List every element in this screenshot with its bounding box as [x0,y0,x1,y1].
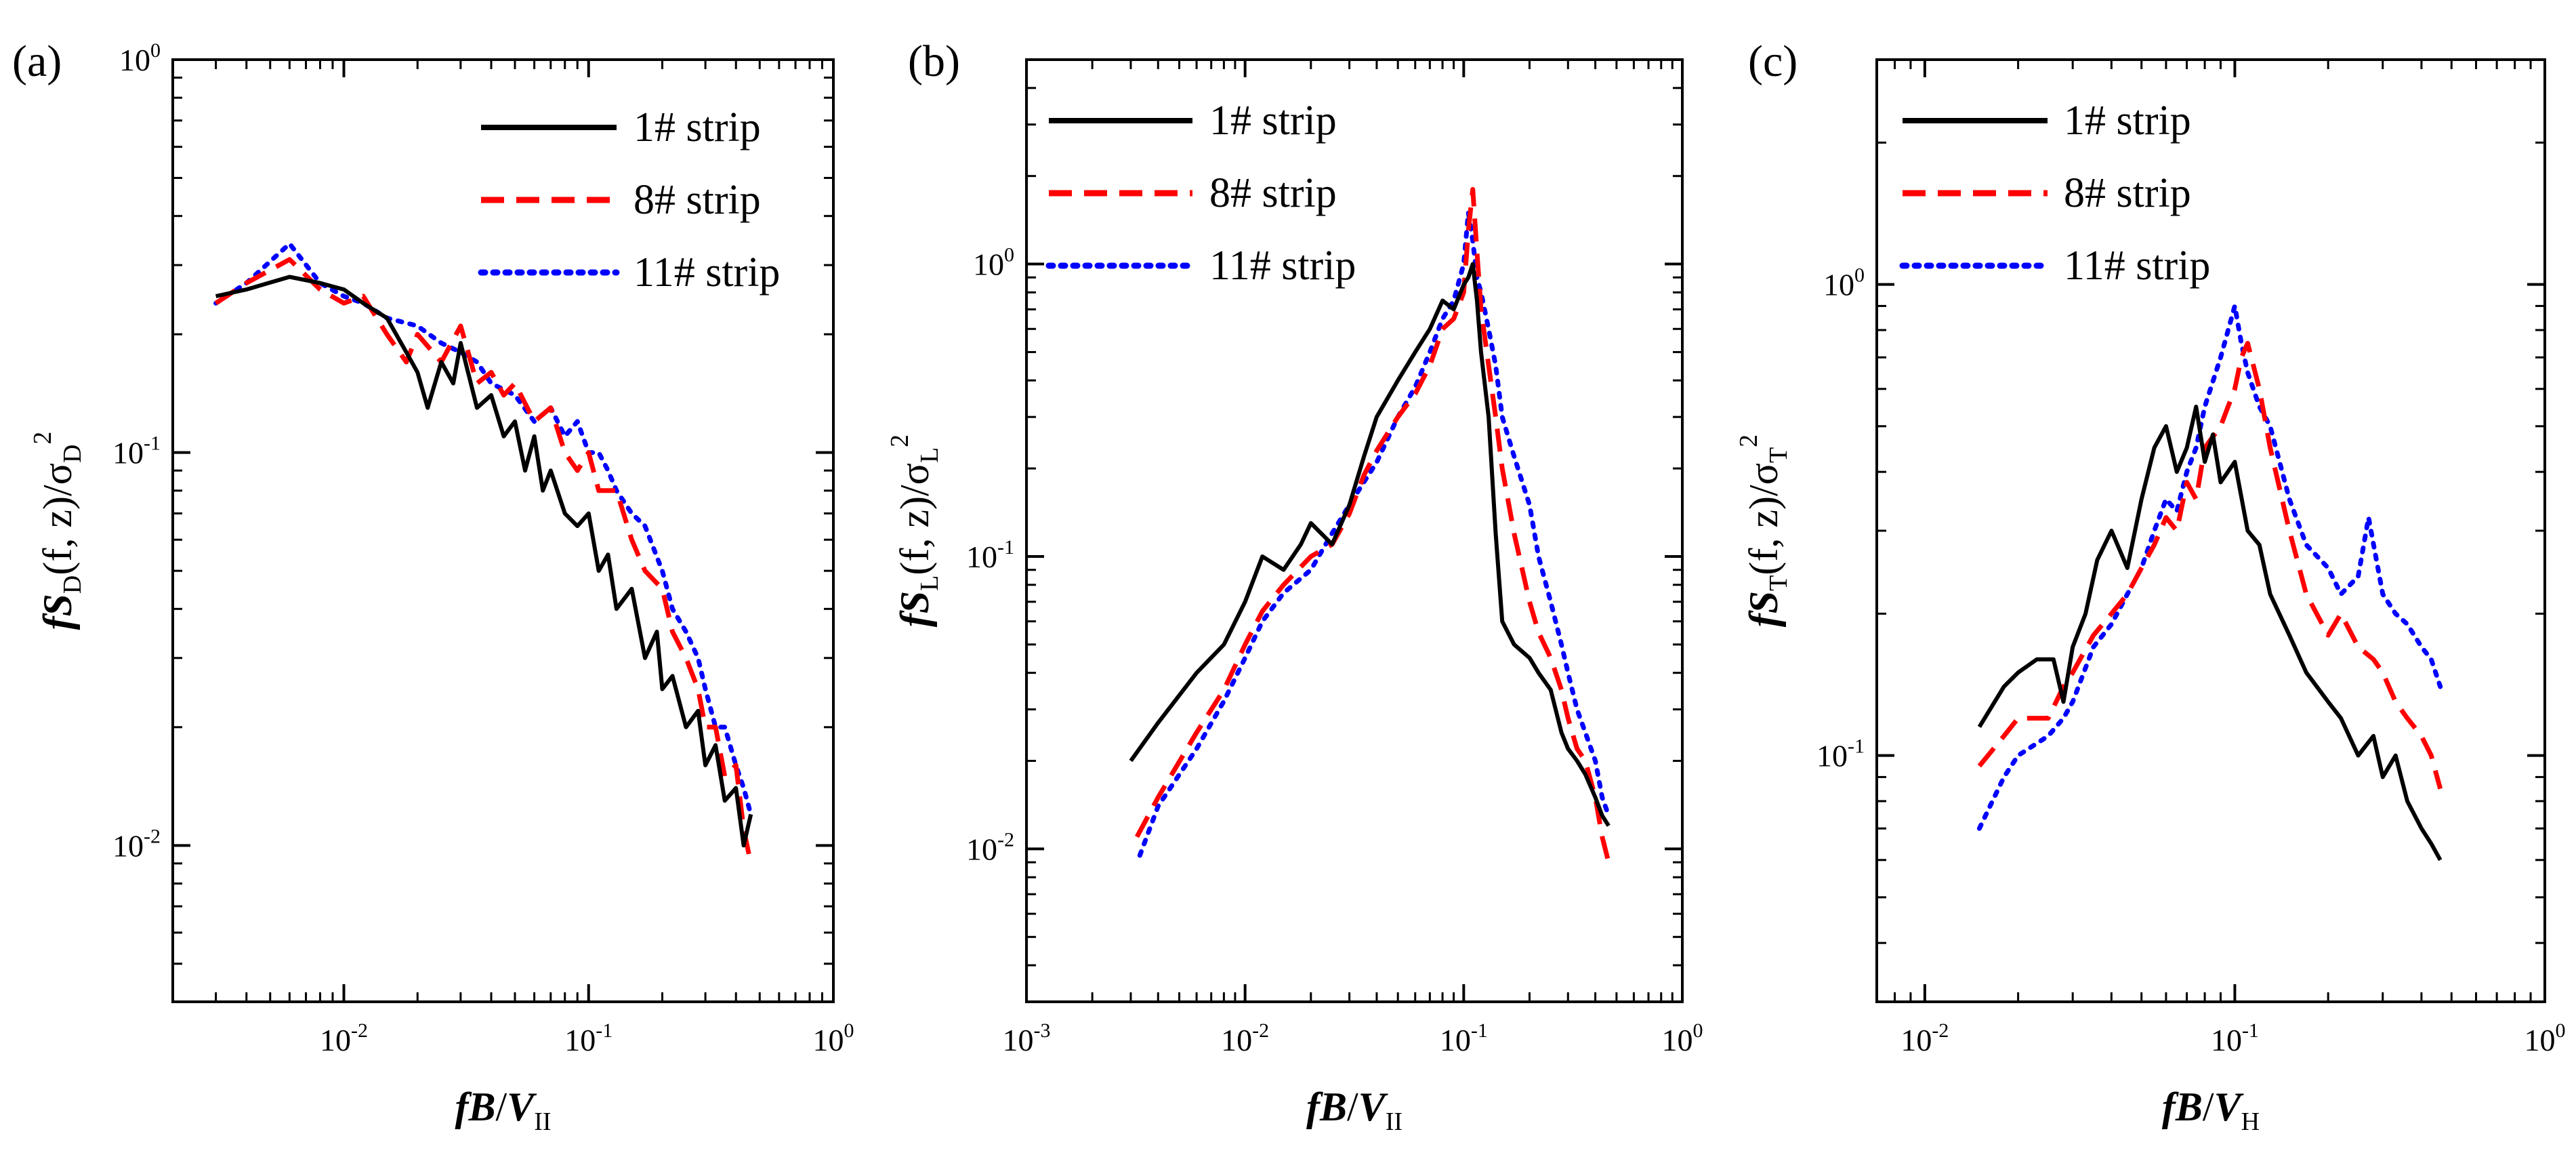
legend-label: 1# strip [1209,98,1337,144]
legend-b: 1# strip 8# strip 11# strip [1045,98,1356,289]
series-group-c [1976,303,2443,861]
plot-frame-a [171,58,835,1003]
series-group-b [1129,186,1611,864]
legend-label: 11# strip [633,249,780,296]
plot-frame-c [1875,58,2546,1003]
x-tick-label: 100 [2525,1019,2566,1057]
x-tick-label: 10-1 [564,1019,612,1057]
series-line-1-strip [1977,405,2443,861]
y-axis-label: fSD(f, z)/σD2 [28,432,87,630]
y-tick-label: 10-2 [112,825,161,863]
y-axis-label: fSL(f, z)/σL2 [886,434,944,627]
x-tick-label: 10-2 [1221,1019,1269,1057]
x-axis-label: fB/VH [2162,1084,2260,1136]
y-tick-label: 100 [973,244,1014,282]
series-group-a [213,241,753,864]
x-tick-label: 100 [1662,1019,1703,1057]
series-line-11-strip [1976,303,2443,831]
panel-label: (b) [908,37,960,86]
x-tick-label: 10-3 [1003,1019,1051,1057]
x-tick-label: 100 [813,1019,854,1057]
panel-label: (c) [1748,37,1798,86]
x-tick-label: 10-1 [1440,1019,1488,1057]
series-line-1-strip [1129,262,1611,827]
series-line-8-strip [1134,186,1611,864]
minor-ticks-c [1877,60,2545,1002]
series-line-1-strip [215,275,753,848]
y-tick-label: 10-1 [112,432,161,470]
legend-label: 11# strip [2064,243,2210,289]
y-tick-label: 10-1 [1816,735,1865,773]
series-line-11-strip [213,241,753,817]
x-tick-label: 10-1 [2211,1019,2259,1057]
panel-c: 10-2 10-1 100 10-1 100 1# strip 8# strip 11# st… [1734,37,2566,1136]
legend-label: 11# strip [1209,243,1356,289]
y-tick-label: 100 [1823,264,1865,302]
panel-b: 10-3 10-2 10-1 100 10-2 10-1 100 1# strip 8# str… [886,37,1703,1136]
x-tick-label: 10-2 [320,1019,368,1057]
y-axis-label: fST(f, z)/σT2 [1734,434,1793,627]
y-tick-label: 10-1 [966,536,1014,574]
legend-label: 1# strip [2064,98,2191,144]
legend-label: 1# strip [633,104,761,150]
x-axis-label: fB/VII [455,1084,551,1136]
y-tick-label: 10-2 [966,828,1014,866]
panel-label: (a) [12,37,62,86]
x-tick-label: 10-2 [1900,1019,1949,1057]
legend-label: 8# strip [633,177,761,223]
legend-a: 1# strip 8# strip 11# strip [478,104,780,296]
legend-label: 8# strip [1209,170,1337,216]
legend-label: 8# strip [2064,170,2191,216]
series-line-8-strip [214,257,753,864]
series-line-8-strip [1977,340,2443,790]
minor-ticks-a [173,60,833,1002]
legend-c: 1# strip 8# strip 11# strip [1899,98,2210,289]
minor-ticks-b [1026,60,1682,1002]
series-line-11-strip [1137,210,1611,858]
plot-frame-b [1025,58,1684,1003]
y-tick-label: 100 [119,39,161,77]
panel-a: 10-2 10-1 100 10-2 10-1 100 1# strip 8# strip 11… [12,37,854,1136]
x-axis-label: fB/VII [1306,1084,1403,1136]
